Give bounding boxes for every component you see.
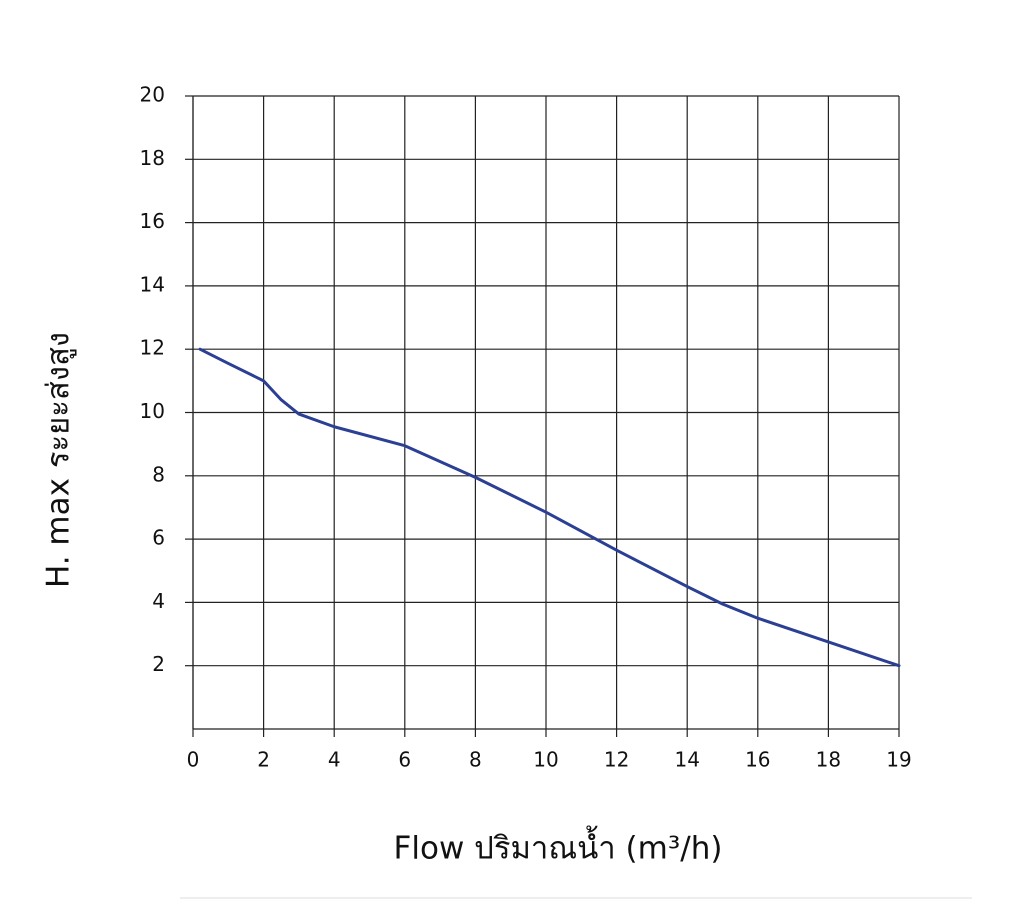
x-tick-label: 2	[257, 748, 270, 772]
x-tick-label: 10	[533, 748, 558, 772]
y-tick-label: 10	[140, 399, 165, 423]
x-tick-label: 8	[469, 748, 482, 772]
y-tick-label: 2	[152, 652, 165, 676]
x-tick-label: 4	[328, 748, 341, 772]
x-tick-label: 19	[886, 748, 911, 772]
y-tick-label: 18	[140, 146, 165, 170]
y-tick-label: 14	[140, 272, 165, 296]
data-line	[198, 347, 901, 668]
y-axis-title: H. max ระยะส่งสูง	[41, 332, 77, 588]
y-tick-label: 20	[140, 83, 165, 107]
x-tick-label: 16	[745, 748, 770, 772]
x-tick-label: 14	[674, 748, 699, 772]
y-tick-label: 12	[140, 336, 165, 360]
x-tick-label: 0	[187, 748, 200, 772]
y-tick-label: 6	[152, 526, 165, 550]
x-tick-label: 6	[398, 748, 411, 772]
x-tick-label: 12	[604, 748, 629, 772]
y-tick-label: 16	[140, 209, 165, 233]
x-tick-label: 18	[816, 748, 841, 772]
x-axis-title: Flow ปริมาณน้ำ (m³/h)	[394, 826, 723, 867]
y-tick-label: 8	[152, 462, 165, 486]
y-tick-label: 4	[152, 589, 165, 613]
